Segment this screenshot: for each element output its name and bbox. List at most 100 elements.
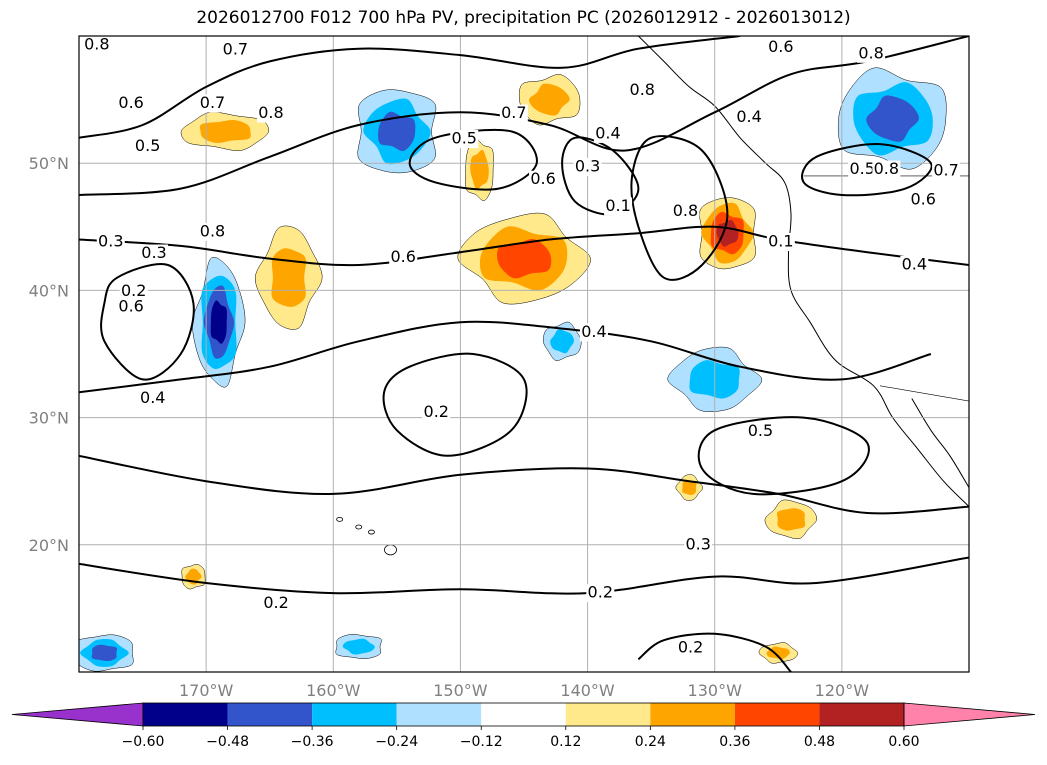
pv-contour-label: 0.3	[98, 232, 123, 251]
y-axis-ticks: 50°N 40°N 30°N 20°N	[29, 154, 69, 555]
pv-contour-label-bg	[593, 124, 622, 143]
pv-contour-5	[79, 36, 969, 196]
pv-contour-label: 0.4	[902, 254, 927, 273]
precip-region-6-band-3	[91, 644, 118, 662]
pv-contour-label-bg	[573, 158, 602, 177]
pv-contour-label-bg	[262, 594, 291, 613]
pv-contour-labels: 0.8 0.70.6 0.70.80.50.80.30.30.20.60.40.60…	[82, 34, 961, 657]
colorbar-tick-label: 0.12	[550, 734, 581, 750]
pv-contour-11	[801, 143, 933, 197]
pv-contour-6	[79, 36, 741, 139]
y-tick-label: 40°N	[29, 281, 69, 300]
pv-contour-label: 0.6	[530, 169, 555, 188]
pv-contour-label: 0.5	[849, 159, 874, 178]
pv-contour-label: 0.8	[630, 80, 655, 99]
hawaii-island	[336, 516, 344, 522]
colorbar-tick-label: −0.60	[122, 734, 165, 750]
pv-contour-label: 0.2	[263, 593, 288, 612]
pv-contour-label: 0.2	[121, 281, 146, 300]
pv-contour-label: 0.8	[858, 43, 883, 62]
pv-contour-label-bg	[133, 137, 162, 156]
pv-contour-label-bg	[82, 36, 111, 54]
y-tick-label: 30°N	[29, 409, 69, 428]
colorbar-swatch	[396, 703, 482, 726]
colorbar-tick-label: −0.48	[206, 734, 249, 750]
colorbar-tick-label: −0.24	[375, 734, 418, 750]
precip-region-7-band-2	[342, 638, 375, 655]
colorbar-swatch	[734, 703, 820, 726]
pv-contour-label: 0.8	[84, 34, 109, 53]
pv-contour-label-bg	[676, 638, 705, 657]
coastline-layer	[336, 36, 969, 556]
pv-contour-label-bg	[857, 44, 886, 63]
pv-contour-label: 0.4	[140, 388, 165, 407]
colorbar-frame	[142, 702, 905, 727]
pv-contour-label: 0.2	[588, 583, 613, 602]
pv-contour-label-bg	[746, 422, 775, 441]
y-tick-label: 50°N	[29, 154, 69, 173]
pv-contour-label-bg	[586, 584, 615, 603]
pv-contour-label-bg	[529, 170, 558, 189]
pv-contour-13	[697, 416, 870, 496]
colorbar-swatch	[227, 703, 313, 726]
colorbar-extend-low	[11, 702, 144, 727]
colorbar-swatch	[650, 703, 735, 726]
pv-contour-label-bg	[900, 255, 929, 274]
pv-contour-label: 0.4	[595, 123, 620, 142]
pv-contour-label-bg	[671, 202, 700, 221]
pv-contour-label-bg	[140, 244, 169, 263]
colorbar-swatch	[143, 703, 228, 726]
north-america-coastline	[638, 36, 969, 507]
colorbar-tick-label: 0.36	[719, 734, 750, 750]
pv-contour-label-bg	[198, 222, 227, 241]
colorbar-swatch	[819, 703, 904, 726]
pv-contour-label-bg	[848, 160, 877, 179]
pv-contour-label-bg	[450, 130, 479, 149]
pv-contour-label-bg	[909, 191, 938, 210]
pv-contour-3	[79, 320, 932, 394]
pv-contour-label-bg	[422, 403, 451, 422]
precip-region-10-band-3	[497, 238, 552, 279]
pv-contour-label-bg	[932, 161, 961, 180]
pv-contour-label-bg	[766, 38, 795, 57]
pv-contour-label-bg	[138, 389, 167, 408]
pv-contour-label: 0.2	[678, 637, 703, 656]
pv-contour-label: 0.4	[736, 107, 761, 126]
pv-contour-label: 0.6	[911, 190, 936, 209]
pv-contour-14	[637, 632, 792, 672]
pv-contour-label: 0.2	[424, 402, 449, 421]
pv-contour-label: 0.1	[605, 196, 630, 215]
pv-contour-label-bg	[579, 323, 608, 342]
pv-contour-label-bg	[389, 248, 418, 267]
pv-contour-label-bg	[735, 108, 764, 127]
pv-contour-label: 0.3	[141, 243, 166, 262]
pv-contour-label: 0.8	[258, 103, 283, 122]
y-tick-label: 20°N	[29, 536, 69, 555]
colorbar: −0.60 −0.48 −0.36 −0.24 −0.12 0.12 0.24 0.36 0.4…	[11, 702, 1036, 750]
x-tick-label: 170°W	[179, 681, 234, 700]
pv-contour-label-bg	[221, 40, 250, 59]
x-tick-label: 160°W	[306, 681, 361, 700]
x-tick-label: 120°W	[815, 681, 870, 700]
hawaii-island	[368, 529, 375, 535]
colorbar-tick-label: 0.24	[635, 734, 666, 750]
x-tick-label: 140°W	[560, 681, 615, 700]
colorbar-swatch	[481, 703, 566, 726]
pv-contour-label-bg	[96, 233, 125, 252]
pv-contour-label: 0.8	[874, 159, 899, 178]
precip-region-8-band-2	[199, 119, 251, 143]
precip-region-5-band-2	[550, 329, 575, 354]
pv-contour-label-bg	[117, 297, 146, 316]
pv-contour-label: 0.3	[575, 157, 600, 176]
precip-region-14-band-2	[776, 508, 806, 531]
pv-contour-label-bg	[628, 81, 657, 100]
pv-contour-label-bg	[872, 160, 901, 179]
us-mexico-border	[879, 385, 969, 402]
pv-contour-label: 0.1	[768, 232, 793, 251]
pv-contour-1	[79, 556, 969, 595]
map-frame	[78, 35, 970, 673]
pv-contour-label: 0.7	[200, 93, 225, 112]
pv-contour-label: 0.5	[452, 129, 477, 148]
hawaii-island	[355, 524, 363, 530]
